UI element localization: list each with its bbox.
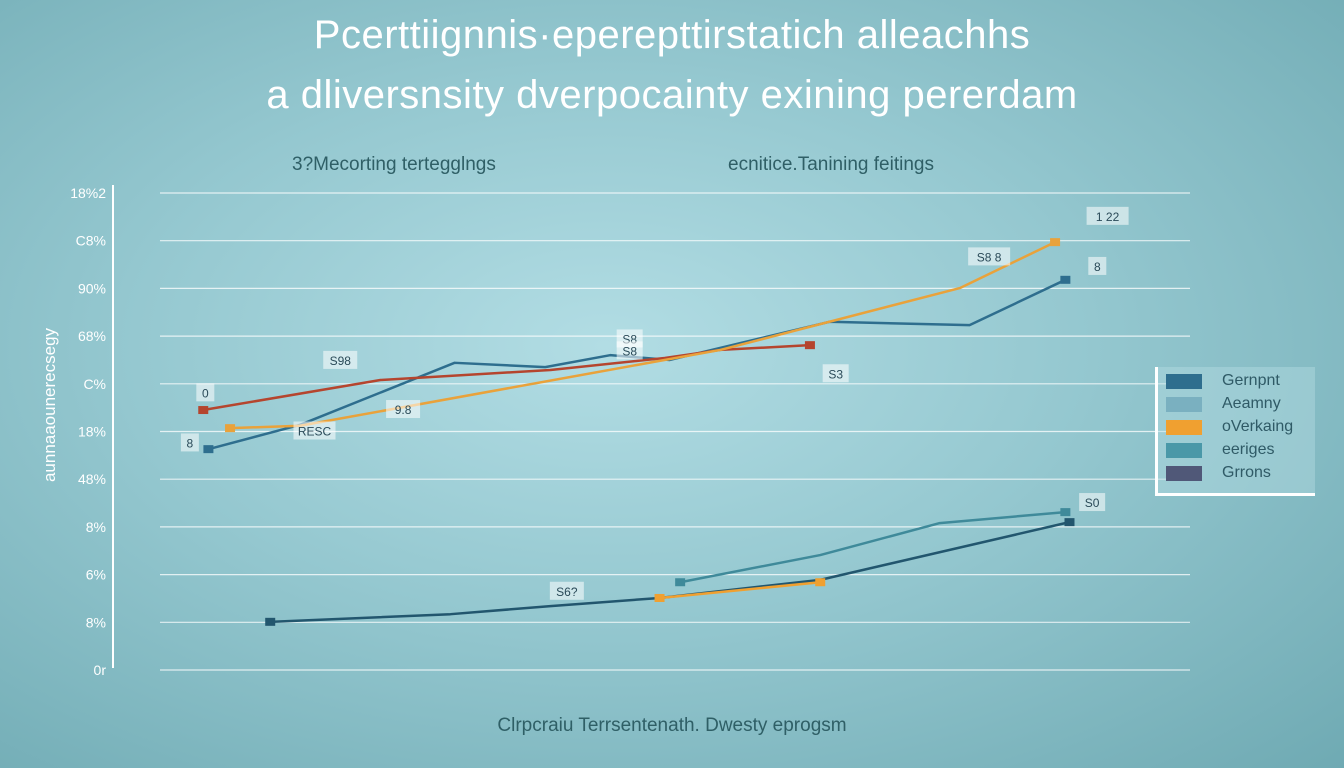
series-line-6 [659, 580, 821, 600]
data-label-box [822, 364, 849, 383]
data-label-box [549, 581, 584, 600]
legend-item: oVerkaing [1166, 418, 1293, 436]
data-label: 9.8 [395, 403, 412, 417]
legend-item: Grrons [1166, 464, 1271, 482]
data-point [1064, 518, 1075, 527]
data-label-box [196, 383, 215, 402]
y-tick-label: C8% [76, 233, 106, 249]
data-point [804, 341, 815, 350]
data-point [1060, 508, 1071, 517]
data-label: RESC [298, 425, 332, 439]
y-tick-label: 48% [78, 471, 106, 487]
legend-swatch [1166, 396, 1202, 412]
data-label-box [1079, 493, 1106, 512]
legend-label: Grrons [1222, 464, 1271, 481]
subtitle-left: 3?Mecorting tertegglngs [292, 154, 496, 175]
data-label-box [293, 421, 336, 440]
chart-title-line-1: Pcerttiignnis·eperepttirstatich alleachh… [313, 13, 1031, 57]
y-tick-label: C% [83, 376, 106, 392]
y-tick-label: 18% [78, 424, 106, 440]
chart-title-line-2: a dliversnsity dverpocainty exining pere… [266, 73, 1078, 117]
data-point [675, 578, 686, 587]
data-point [225, 424, 236, 433]
y-tick-label: 8% [86, 614, 106, 630]
series-line-4 [270, 520, 1070, 624]
data-label-box [323, 350, 358, 369]
y-tick-label: 90% [78, 280, 106, 296]
data-point [1060, 275, 1071, 284]
y-tick-label: 8% [86, 519, 106, 535]
legend-item: Aeamny [1166, 395, 1281, 413]
data-label-box [180, 433, 199, 452]
data-label: S6? [556, 585, 578, 599]
legend-label: Aeamny [1222, 395, 1281, 412]
legend-swatch [1166, 419, 1202, 435]
y-tick-label: 6% [86, 567, 106, 583]
data-label-box [1088, 256, 1107, 275]
data-point [815, 578, 826, 587]
y-tick-label: 0r [94, 662, 107, 678]
data-label: S8 [622, 344, 637, 358]
data-label: S0 [1085, 496, 1100, 510]
series-line-1 [208, 278, 1066, 451]
y-tick-label: 68% [78, 328, 106, 344]
data-label: S8 8 [977, 250, 1002, 264]
series-line-5 [679, 510, 1066, 584]
legend: Gernpnt Aeamny oVerkaing eeriges Grrons [1155, 367, 1315, 496]
data-label: 1 22 [1096, 210, 1120, 224]
legend-swatch [1166, 373, 1202, 389]
legend-item: eeriges [1166, 441, 1274, 459]
data-point [265, 617, 276, 626]
data-label-box [1086, 206, 1129, 225]
legend-swatch [1166, 442, 1202, 458]
legend-label: eeriges [1222, 441, 1275, 458]
data-point [198, 406, 209, 415]
data-point [654, 593, 665, 602]
data-label-box [386, 400, 421, 419]
data-label: S3 [828, 367, 843, 381]
x-axis-label: Clrpcraiu Terrsentenath. Dwesty eprogsm [497, 715, 847, 736]
series-line-3 [229, 241, 1056, 430]
data-point [203, 445, 214, 454]
data-label: 8 [1094, 260, 1101, 274]
series-line-2 [203, 343, 810, 412]
data-label: S98 [330, 354, 352, 368]
data-label: 0 [202, 386, 209, 400]
data-label-box [616, 341, 643, 360]
legend-item: Gernpnt [1166, 372, 1280, 390]
data-label-box [968, 247, 1011, 266]
legend-label: oVerkaing [1222, 418, 1294, 435]
data-label: 8 [187, 436, 194, 450]
y-tick-label: 18%2 [70, 185, 106, 201]
legend-swatch [1166, 465, 1202, 481]
data-point [1050, 238, 1061, 247]
subtitle-right: ecnitice.Tanining feitings [728, 154, 934, 175]
legend-label: Gernpnt [1222, 372, 1280, 389]
